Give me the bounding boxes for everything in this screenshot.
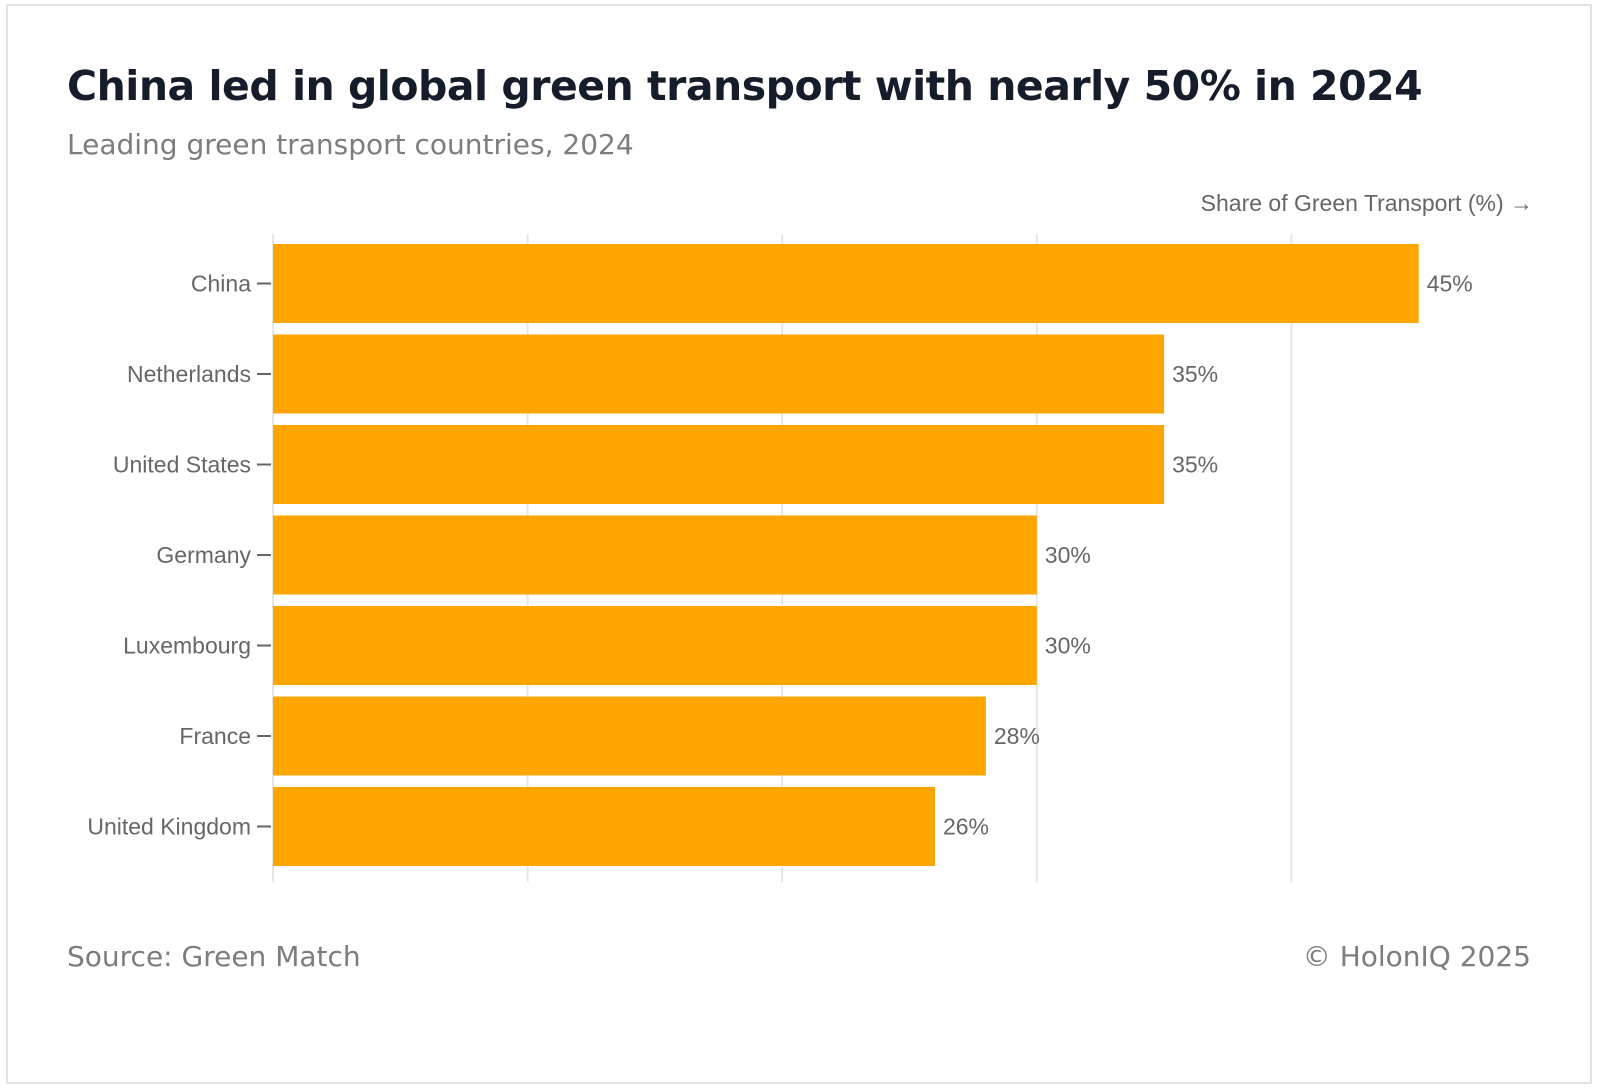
bar-united-states (273, 425, 1165, 504)
y-tick-label-luxembourg: Luxembourg (123, 633, 251, 659)
data-label-china: 45% (1427, 271, 1473, 297)
bar-germany (273, 515, 1037, 595)
data-label-united-kingdom: 26% (943, 814, 989, 840)
data-label-luxembourg: 30% (1045, 633, 1091, 659)
chart-subtitle: Leading green transport countries, 2024 (67, 128, 634, 161)
y-tick-label-united-kingdom: United Kingdom (87, 814, 251, 840)
chart-title: China led in global green transport with… (67, 62, 1423, 110)
y-tick-label-china: China (191, 271, 251, 297)
x-axis-title: Share of Green Transport (%) → (1201, 190, 1533, 216)
bar-united-kingdom (273, 787, 935, 866)
y-tick-label-germany: Germany (156, 542, 251, 568)
data-label-france: 28% (994, 723, 1040, 749)
y-tick-label-united-states: United States (113, 452, 251, 478)
bars (273, 244, 1419, 866)
chart-card: China led in global green transport with… (6, 4, 1592, 1084)
bar-france (273, 696, 986, 776)
y-tick-label-netherlands: Netherlands (127, 361, 251, 387)
bar-luxembourg (273, 606, 1037, 685)
data-label-united-states: 35% (1172, 452, 1218, 478)
bar-netherlands (273, 334, 1165, 414)
y-tick-label-france: France (179, 723, 251, 749)
labels: Share of Green Transport (%) → China 45% Ne… (87, 190, 1533, 840)
data-label-netherlands: 35% (1172, 361, 1218, 387)
data-label-germany: 30% (1045, 542, 1091, 568)
source-note: Source: Green Match (67, 940, 361, 973)
bar-china (273, 244, 1419, 323)
copyright-note: © HolonIQ 2025 (1302, 940, 1531, 973)
